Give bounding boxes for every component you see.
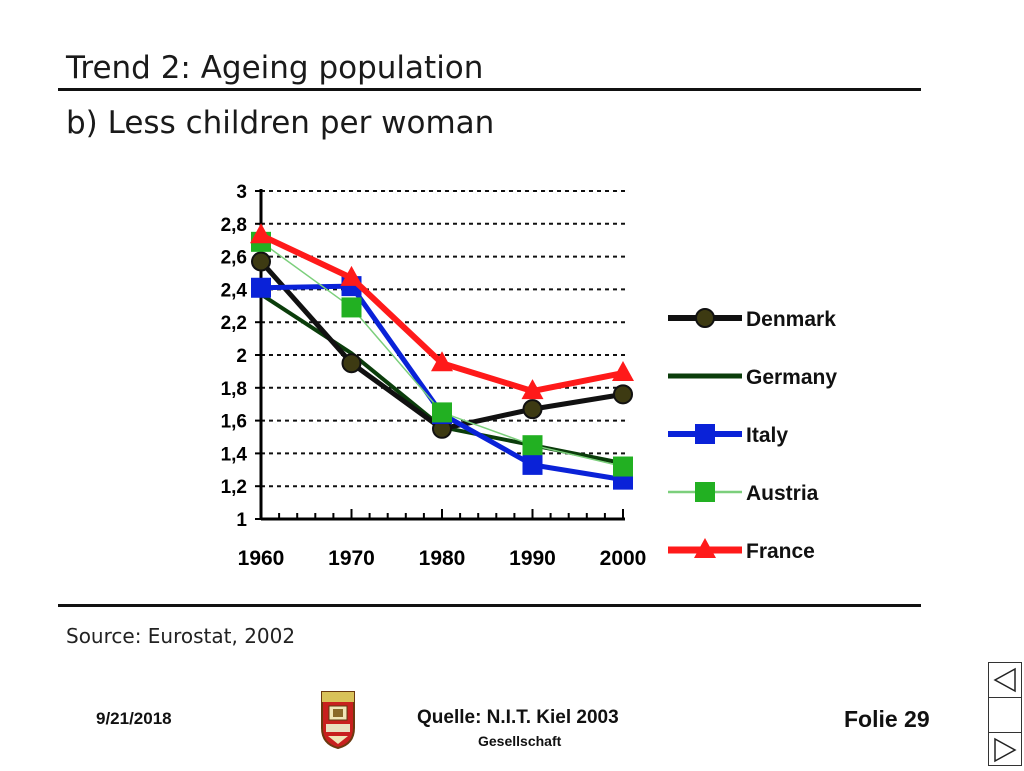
legend-item-germany: Germany <box>668 366 837 389</box>
legend-label: Germany <box>746 366 837 389</box>
triangle-left-icon <box>993 667 1016 693</box>
y-tick-label: 2,4 <box>221 280 248 301</box>
y-tick-label: 1,2 <box>221 477 247 498</box>
footer-date: 9/21/2018 <box>96 709 172 728</box>
y-tick-label: 2,8 <box>221 215 247 236</box>
slide-number: Folie 29 <box>844 706 930 732</box>
footer-source: Quelle: N.I.T. Kiel 2003 <box>417 707 619 728</box>
data-point <box>250 223 272 244</box>
data-point <box>341 353 362 374</box>
slide-navigation <box>988 662 1022 766</box>
slide-title: Trend 2: Ageing population <box>66 50 484 86</box>
title-underline <box>58 88 921 91</box>
slide-subtitle: b) Less children per woman <box>66 105 495 141</box>
data-point <box>613 384 633 405</box>
data-point <box>521 379 544 400</box>
x-tick-label: 1990 <box>509 547 556 570</box>
source-note: Source: Eurostat, 2002 <box>66 624 296 648</box>
legend-item-austria: Austria <box>668 482 819 505</box>
coat-of-arms-logo <box>321 691 355 750</box>
legend-label: Denmark <box>746 308 836 331</box>
legend-label: France <box>746 540 815 563</box>
legend-label: Italy <box>746 424 788 447</box>
data-point <box>522 435 543 456</box>
previous-slide-button[interactable] <box>989 663 1021 698</box>
x-tick-label: 1980 <box>419 547 466 570</box>
data-point <box>613 456 633 477</box>
legend-marker <box>694 538 716 558</box>
data-point <box>431 351 453 372</box>
legend-marker <box>695 308 715 328</box>
data-point <box>522 454 543 475</box>
legend-item-denmark: Denmark <box>668 308 836 331</box>
series-france <box>250 223 634 400</box>
source-divider <box>58 604 921 607</box>
data-point <box>612 361 634 382</box>
legend-marker <box>695 482 715 502</box>
legend-item-italy: Italy <box>668 424 788 447</box>
data-point <box>432 402 452 423</box>
next-slide-button[interactable] <box>989 733 1021 767</box>
y-tick-label: 1 <box>236 510 247 531</box>
y-tick-label: 3 <box>236 182 247 203</box>
triangle-right-icon <box>994 737 1017 763</box>
y-tick-label: 1,6 <box>221 412 247 433</box>
y-tick-label: 1,8 <box>221 379 247 400</box>
y-tick-label: 1,4 <box>221 444 248 465</box>
series-denmark <box>251 251 633 439</box>
y-tick-label: 2,6 <box>221 248 247 269</box>
legend-marker <box>695 424 715 444</box>
x-tick-label: 1960 <box>238 547 285 570</box>
blank-nav-cell[interactable] <box>989 698 1021 733</box>
data-point <box>340 265 363 286</box>
fertility-line-chart: 1 1,2 1,4 1,6 1,8 2 2,2 2,4 2,6 2,8 3 1960 1970 1980 1… <box>221 182 838 570</box>
data-point <box>251 251 271 272</box>
legend-item-france: France <box>668 538 815 563</box>
data-point <box>522 399 543 420</box>
y-tick-label: 2,2 <box>221 313 247 334</box>
legend-label: Austria <box>746 482 819 505</box>
x-tick-label: 2000 <box>600 547 647 570</box>
data-point <box>341 297 362 318</box>
data-point <box>251 277 271 298</box>
x-tick-label: 1970 <box>328 547 375 570</box>
y-tick-label: 2 <box>236 346 247 367</box>
footer-organization: Gesellschaft <box>478 733 562 749</box>
